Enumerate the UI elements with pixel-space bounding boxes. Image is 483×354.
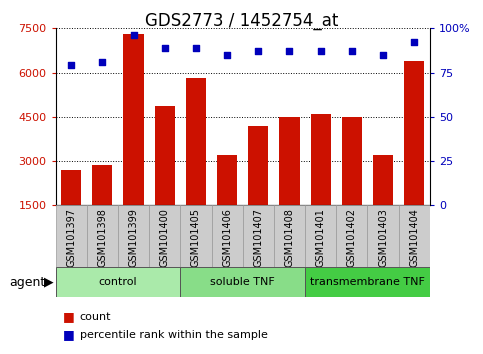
Text: GDS2773 / 1452754_at: GDS2773 / 1452754_at <box>145 12 338 30</box>
Bar <box>305 267 430 297</box>
Text: ■: ■ <box>63 328 74 341</box>
Point <box>348 48 356 54</box>
Text: GSM101399: GSM101399 <box>128 209 139 267</box>
Point <box>411 40 418 45</box>
Bar <box>373 155 393 205</box>
Bar <box>56 267 180 297</box>
Point <box>255 48 262 54</box>
Text: soluble TNF: soluble TNF <box>210 277 275 287</box>
Bar <box>118 205 149 267</box>
Point <box>379 52 387 58</box>
Bar <box>180 267 305 297</box>
Bar <box>155 107 175 205</box>
Text: GSM101401: GSM101401 <box>316 209 326 267</box>
Bar <box>149 205 180 267</box>
Bar <box>368 205 398 267</box>
Bar <box>336 205 368 267</box>
Text: ▶: ▶ <box>44 276 54 289</box>
Text: GSM101402: GSM101402 <box>347 209 357 267</box>
Text: GSM101407: GSM101407 <box>253 209 263 267</box>
Point <box>223 52 231 58</box>
Point <box>161 45 169 51</box>
Text: GSM101403: GSM101403 <box>378 209 388 267</box>
Text: GSM101405: GSM101405 <box>191 209 201 267</box>
Bar <box>311 114 331 205</box>
Bar <box>274 205 305 267</box>
Text: agent: agent <box>10 276 46 289</box>
Bar <box>61 170 81 205</box>
Bar <box>305 205 336 267</box>
Bar <box>242 205 274 267</box>
Text: control: control <box>99 277 137 287</box>
Bar <box>217 155 237 205</box>
Text: GSM101404: GSM101404 <box>409 209 419 267</box>
Bar <box>398 205 430 267</box>
Text: GSM101406: GSM101406 <box>222 209 232 267</box>
Text: GSM101398: GSM101398 <box>98 209 107 267</box>
Bar <box>180 205 212 267</box>
Point <box>317 48 325 54</box>
Bar <box>87 205 118 267</box>
Point <box>192 45 200 51</box>
Bar <box>56 205 87 267</box>
Point <box>285 48 293 54</box>
Bar <box>92 166 113 205</box>
Text: percentile rank within the sample: percentile rank within the sample <box>80 330 268 339</box>
Text: GSM101408: GSM101408 <box>284 209 295 267</box>
Text: transmembrane TNF: transmembrane TNF <box>310 277 425 287</box>
Point <box>129 33 137 38</box>
Bar <box>342 117 362 205</box>
Bar <box>186 79 206 205</box>
Text: GSM101400: GSM101400 <box>160 209 170 267</box>
Point <box>99 59 106 65</box>
Bar <box>123 34 143 205</box>
Bar <box>212 205 242 267</box>
Bar <box>279 117 299 205</box>
Bar <box>404 61 425 205</box>
Text: count: count <box>80 312 111 322</box>
Text: ■: ■ <box>63 310 74 323</box>
Point <box>67 63 75 68</box>
Text: GSM101397: GSM101397 <box>66 209 76 267</box>
Bar <box>248 126 269 205</box>
